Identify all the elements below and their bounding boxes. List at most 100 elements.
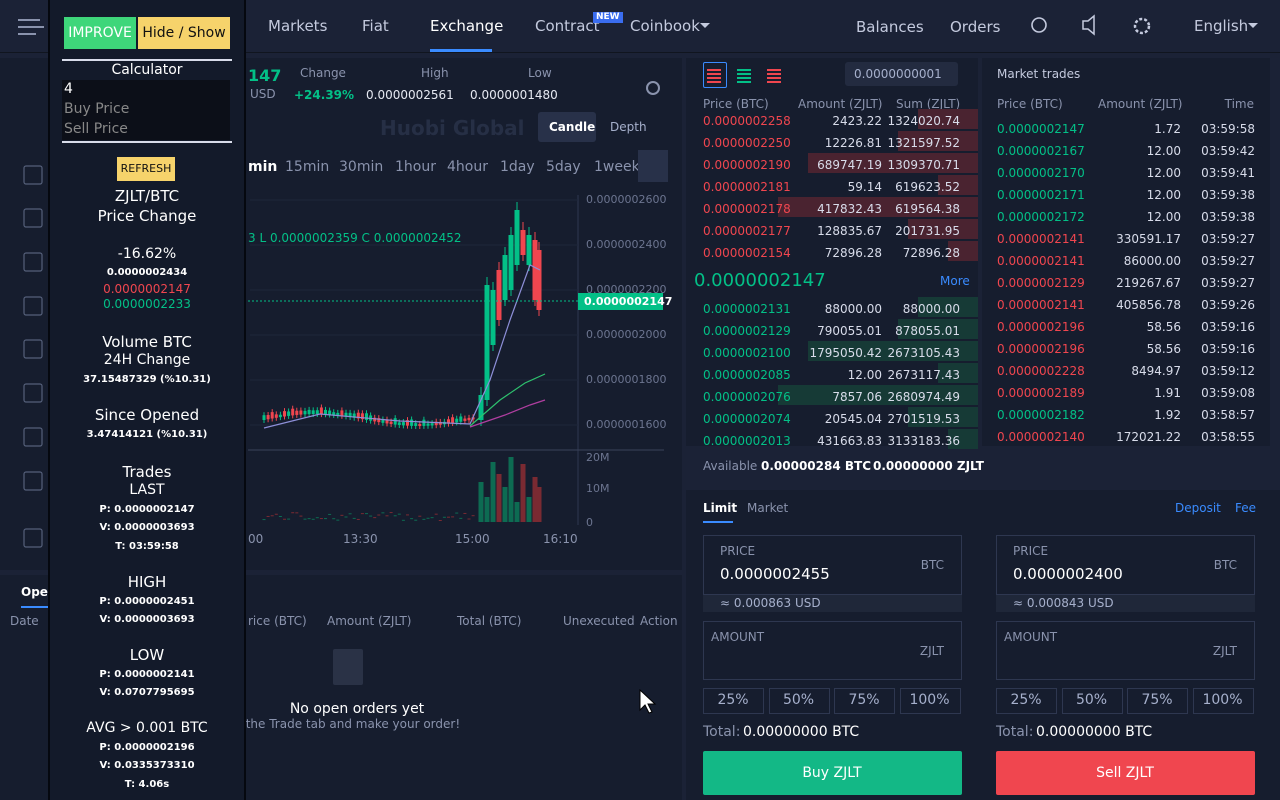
interval[interactable]: 5day bbox=[546, 159, 581, 175]
amount-input[interactable] bbox=[996, 621, 1255, 680]
nav-item[interactable]: Fiat bbox=[362, 17, 389, 35]
sound-icon bbox=[1082, 14, 1095, 36]
tool-icon bbox=[23, 383, 43, 403]
tool-icon bbox=[23, 296, 43, 316]
book-sum: 1324020.74 bbox=[887, 114, 960, 128]
overlay-line: V: 0.0000003693 bbox=[99, 614, 195, 625]
book-view-toggle[interactable] bbox=[763, 62, 785, 86]
nav-item[interactable]: Coinbook bbox=[630, 17, 700, 35]
percent-button[interactable] bbox=[899, 688, 961, 714]
trade-time: 03:59:58 bbox=[1201, 122, 1255, 136]
trade-amount: 58.56 bbox=[1146, 342, 1181, 356]
improve-button[interactable] bbox=[64, 17, 136, 49]
interval[interactable]: 1week bbox=[594, 159, 640, 175]
overlay-line: P: 0.0000002196 bbox=[99, 742, 195, 753]
chart-legend: 3 L 0.0000002359 C 0.0000002452 bbox=[248, 231, 462, 245]
percent-button[interactable] bbox=[1192, 688, 1254, 714]
available-btc: 0.00000284 BTC bbox=[761, 459, 872, 473]
chart-mode[interactable]: Candle bbox=[549, 120, 596, 134]
nav-link[interactable]: Orders bbox=[950, 18, 1001, 36]
refresh-button[interactable] bbox=[117, 157, 175, 181]
vol-bar bbox=[385, 515, 389, 517]
vol-bar bbox=[315, 517, 319, 519]
percent-button[interactable] bbox=[768, 688, 830, 714]
percent-button[interactable] bbox=[1127, 688, 1188, 714]
vol-bar bbox=[442, 516, 446, 518]
form-tab[interactable]: Market bbox=[747, 501, 789, 515]
total-label: Total: bbox=[996, 724, 1034, 740]
percent-button[interactable] bbox=[834, 688, 895, 714]
submit-button[interactable] bbox=[996, 751, 1255, 795]
candle bbox=[352, 413, 356, 418]
vol-bar bbox=[365, 513, 368, 515]
candle bbox=[373, 417, 377, 422]
depth-bar bbox=[808, 341, 978, 361]
book-amount: 88000.00 bbox=[824, 302, 882, 316]
trade-time: 03:59:27 bbox=[1201, 254, 1255, 268]
orders-header: Total (BTC) bbox=[457, 614, 522, 628]
book-price: 0.0000002154 bbox=[703, 246, 791, 260]
candle bbox=[278, 414, 282, 418]
interval[interactable]: 1hour bbox=[395, 159, 436, 175]
toggle-button[interactable] bbox=[138, 17, 230, 49]
book-price: 0.0000002100 bbox=[703, 346, 791, 360]
overlay-line: -16.62% bbox=[117, 246, 177, 262]
fee-link[interactable]: Fee bbox=[1235, 501, 1257, 515]
candle bbox=[467, 417, 471, 421]
percent-button[interactable] bbox=[703, 688, 764, 714]
trade-price: 0.0000002141 bbox=[997, 232, 1085, 246]
candle bbox=[496, 270, 502, 320]
interval-next[interactable] bbox=[638, 150, 668, 182]
calculator-input[interactable]: 4 bbox=[64, 81, 73, 97]
percent-button[interactable] bbox=[1061, 688, 1123, 714]
submit-button[interactable] bbox=[703, 751, 962, 795]
percent-button[interactable] bbox=[996, 688, 1057, 714]
calculator-sell[interactable]: Sell Price bbox=[64, 121, 128, 137]
percent-label: 75% bbox=[1141, 692, 1173, 708]
nav-item[interactable]: Exchange bbox=[430, 17, 504, 35]
form-tab[interactable]: Limit bbox=[703, 501, 738, 515]
interval[interactable]: min bbox=[248, 159, 278, 175]
deposit-link[interactable]: Deposit bbox=[1175, 501, 1221, 515]
trade-time: 03:59:27 bbox=[1201, 232, 1255, 246]
ticker-low: 0.0000001480 bbox=[470, 88, 558, 102]
interval[interactable]: 15min bbox=[285, 159, 330, 175]
overlay-line: V: 0.0335373310 bbox=[99, 760, 195, 771]
vol-bar bbox=[410, 518, 414, 520]
calculator-inputs[interactable] bbox=[62, 80, 230, 140]
trade-price: 0.0000002167 bbox=[997, 144, 1085, 158]
vol-bar bbox=[536, 487, 542, 522]
precision-select[interactable] bbox=[845, 62, 958, 86]
chart-mode[interactable]: Depth bbox=[610, 120, 647, 134]
price-value: 0.0000002400 bbox=[1013, 565, 1123, 583]
more-link[interactable]: More bbox=[940, 274, 970, 288]
nav-item[interactable]: Markets bbox=[268, 17, 328, 35]
overlay-line: Price Change bbox=[97, 207, 197, 225]
current-price-tag bbox=[578, 293, 663, 310]
amount-input[interactable] bbox=[703, 621, 962, 680]
trade-amount: 12.00 bbox=[1146, 210, 1181, 224]
depth-bar bbox=[948, 241, 978, 261]
nav-item[interactable]: Contract bbox=[535, 17, 600, 35]
price-input[interactable] bbox=[703, 535, 962, 595]
interval[interactable]: 30min bbox=[339, 159, 384, 175]
candle bbox=[360, 413, 364, 420]
book-view-toggle[interactable] bbox=[733, 62, 755, 86]
overlay-line: V: 0.0707795695 bbox=[99, 687, 195, 698]
candle bbox=[401, 422, 405, 426]
interval[interactable]: 4hour bbox=[447, 159, 488, 175]
book-view-toggle[interactable] bbox=[703, 62, 727, 88]
language[interactable]: English bbox=[1194, 17, 1249, 35]
overlay-line: Since Opened bbox=[94, 406, 200, 424]
price-label: 0.0000002200 bbox=[586, 283, 667, 296]
depth-bar bbox=[918, 109, 978, 129]
calculator-buy[interactable]: Buy Price bbox=[64, 101, 130, 117]
interval[interactable]: 1day bbox=[500, 159, 535, 175]
nav-link[interactable]: Balances bbox=[856, 18, 924, 36]
vol-bar bbox=[430, 517, 434, 519]
percent-label: 75% bbox=[848, 692, 880, 708]
candle bbox=[283, 411, 286, 417]
trade-time: 03:58:57 bbox=[1201, 408, 1255, 422]
price-input[interactable] bbox=[996, 535, 1255, 595]
overlay-line: 24H Change bbox=[103, 352, 191, 368]
